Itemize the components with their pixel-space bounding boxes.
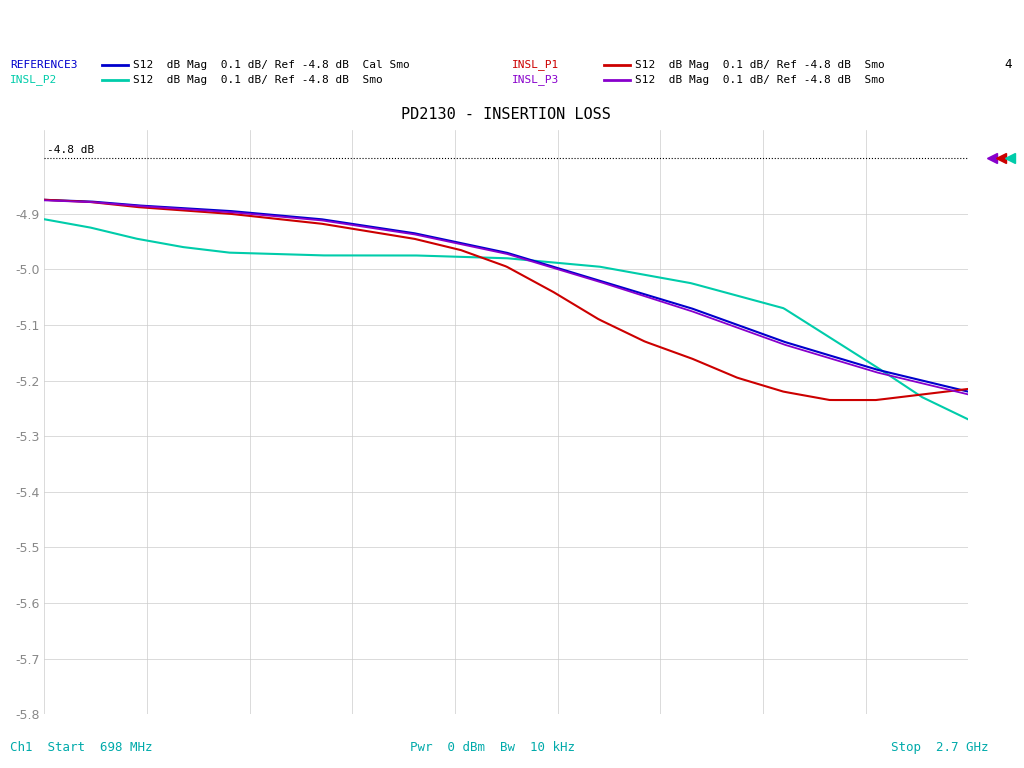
Text: INSL_P2: INSL_P2 xyxy=(10,74,57,85)
Text: 4: 4 xyxy=(1005,58,1012,71)
Text: Pwr  0 dBm  Bw  10 kHz: Pwr 0 dBm Bw 10 kHz xyxy=(410,741,574,754)
Text: S12  dB Mag  0.1 dB/ Ref -4.8 dB  Smo: S12 dB Mag 0.1 dB/ Ref -4.8 dB Smo xyxy=(133,74,383,85)
Text: INSL_P1: INSL_P1 xyxy=(512,59,559,70)
Text: INSL_P3: INSL_P3 xyxy=(512,74,559,85)
Text: Stop  2.7 GHz: Stop 2.7 GHz xyxy=(891,741,988,754)
Title: PD2130 - INSERTION LOSS: PD2130 - INSERTION LOSS xyxy=(401,108,611,122)
Text: S12  dB Mag  0.1 dB/ Ref -4.8 dB  Smo: S12 dB Mag 0.1 dB/ Ref -4.8 dB Smo xyxy=(635,59,885,70)
Text: S12  dB Mag  0.1 dB/ Ref -4.8 dB  Smo: S12 dB Mag 0.1 dB/ Ref -4.8 dB Smo xyxy=(635,74,885,85)
Text: S12  dB Mag  0.1 dB/ Ref -4.8 dB  Cal Smo: S12 dB Mag 0.1 dB/ Ref -4.8 dB Cal Smo xyxy=(133,59,410,70)
Text: -4.8 dB: -4.8 dB xyxy=(47,145,94,155)
Text: REFERENCE3: REFERENCE3 xyxy=(10,59,78,70)
Text: Ch1  Start  698 MHz: Ch1 Start 698 MHz xyxy=(10,741,153,754)
